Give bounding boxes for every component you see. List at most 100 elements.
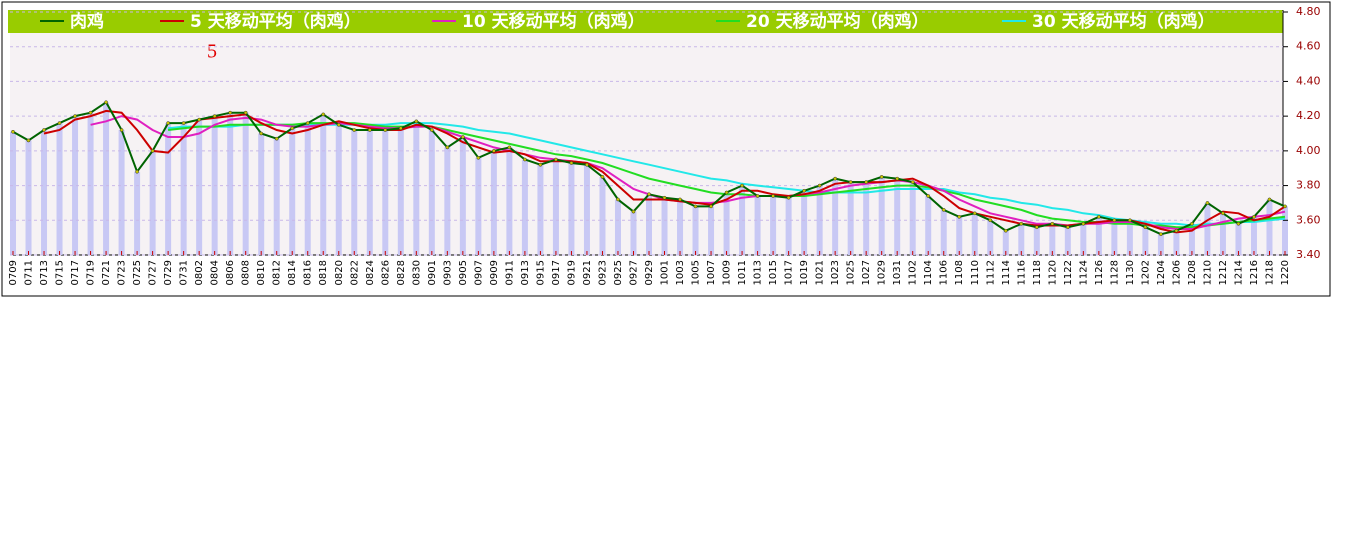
x-tick-label: 0719 [86,260,97,285]
point [1034,225,1039,230]
point [848,180,853,184]
x-tick-label: 0822 [349,260,360,285]
bar [1064,227,1071,255]
point [585,162,589,167]
point [476,155,481,160]
x-tick-label: 0905 [458,260,469,285]
x-tick-label: 1128 [1109,260,1120,285]
x-tick-label: 1106 [939,260,950,285]
point [1081,221,1086,226]
point [42,128,46,132]
x-tick-label: 1216 [1249,260,1260,285]
bar [72,116,79,256]
point [57,121,62,125]
bar [925,195,932,255]
point [383,128,388,132]
x-tick-label: 0812 [272,260,283,285]
bar [196,119,203,255]
x-tick-label: 1204 [1156,260,1167,285]
point [429,128,434,132]
bar [1142,227,1149,255]
x-tick-label: 0723 [117,260,128,285]
y-tick-label: 3.40 [1296,248,1321,261]
bar [258,133,265,255]
bar [537,164,544,255]
x-tick-label: 0909 [489,260,500,285]
point [1252,214,1256,219]
x-tick-label: 1202 [1140,260,1151,285]
x-tick-label: 0814 [287,260,298,285]
x-tick-label: 1025 [846,260,857,285]
point [119,128,124,132]
bar [428,130,435,255]
bar [397,128,404,255]
point [1159,232,1163,237]
bar [56,123,63,255]
bar [1282,206,1288,255]
bar [118,130,125,255]
x-tick-label: 0921 [582,260,593,285]
bar [382,130,389,255]
x-tick-label: 1108 [954,260,965,285]
x-tick-label: 0709 [8,260,19,285]
point [554,157,558,162]
x-tick-label: 1220 [1280,260,1291,285]
x-tick-label: 1110 [970,260,981,285]
x-tick-label: 0802 [194,260,205,285]
point [321,112,326,117]
bar [41,130,48,255]
x-tick-label: 1208 [1187,260,1198,285]
bar [1095,216,1102,255]
point [1267,197,1272,202]
legend-label: 20 天移动平均（肉鸡） [746,11,929,32]
point [523,157,527,162]
point [290,126,295,131]
point [972,211,977,216]
x-tick-label: 1124 [1078,260,1089,285]
point [647,192,651,197]
x-tick-label: 0715 [55,260,66,285]
bar [816,185,823,255]
x-tick-label: 0919 [566,260,577,285]
bar [894,178,901,255]
x-tick-label: 0820 [334,260,345,285]
x-tick-label: 1126 [1094,260,1105,285]
point [135,169,139,174]
x-tick-label: 1120 [1047,260,1058,285]
bar [1250,216,1257,255]
bar [878,176,885,255]
bar [971,213,978,255]
point [150,149,155,153]
x-tick-label: 1027 [861,260,872,285]
bar [304,123,311,255]
bar [785,197,792,255]
point [724,190,729,195]
x-tick-label: 1019 [799,260,810,285]
point [802,188,806,193]
point [926,194,931,198]
point [833,176,837,181]
y-tick-label: 3.60 [1296,213,1321,226]
legend-label: 10 天移动平均（肉鸡） [462,11,645,32]
point [26,138,31,143]
point [817,183,822,188]
y-tick-label: 4.60 [1296,40,1321,53]
x-tick-label: 1116 [1016,260,1027,285]
bar [490,150,497,255]
point [73,114,77,118]
annotation: 5 [207,41,217,63]
bar [459,136,466,255]
bar [956,216,963,255]
point [1019,221,1024,226]
x-tick-label: 1122 [1063,260,1074,285]
bar [801,190,808,255]
y-tick-label: 3.80 [1296,179,1321,192]
point [786,195,791,200]
point [1112,218,1117,223]
point [864,180,869,184]
bar [863,182,870,255]
x-tick-label: 1015 [768,260,779,285]
bar [1204,202,1211,255]
bar [149,150,156,255]
bar [1080,223,1087,255]
